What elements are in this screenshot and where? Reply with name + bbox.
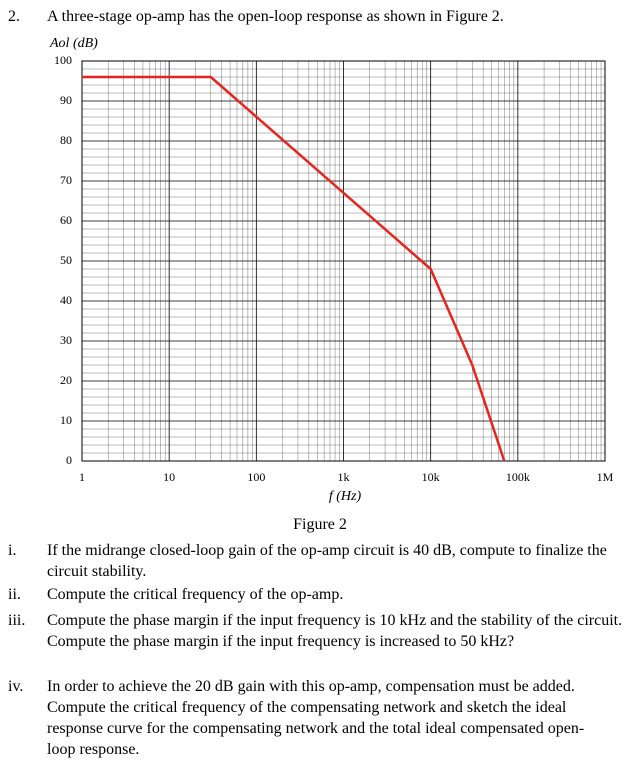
y-tick-label: 50 (60, 253, 72, 267)
item-label: iv. (8, 678, 24, 695)
x-axis-label: f (Hz) (329, 489, 362, 504)
y-tick-label: 20 (60, 373, 72, 387)
x-tick-label: 1k (338, 470, 350, 484)
x-tick-label: 100 (247, 470, 265, 484)
figure-caption: Figure 2 (293, 516, 347, 533)
y-tick-label: 80 (60, 133, 72, 147)
item-text: Compute the phase margin if the input fr… (47, 612, 623, 650)
y-tick-label: 100 (54, 53, 72, 67)
x-tick-label: 10k (422, 470, 440, 484)
x-tick-label: 1 (79, 470, 85, 484)
y-tick-label: 60 (60, 213, 72, 227)
y-tick-label: 30 (60, 333, 72, 347)
x-tick-label: 1M (597, 470, 614, 484)
item-text: Compute the critical frequency of the op… (47, 586, 344, 603)
y-tick-label: 90 (60, 93, 72, 107)
y-axis-label: Aol (dB) (49, 36, 98, 51)
x-tick-label: 100k (506, 470, 530, 484)
response-line (82, 75, 506, 462)
y-tick-label: 10 (60, 413, 72, 427)
item-label: iii. (8, 612, 26, 629)
x-tick-label: 10 (163, 470, 175, 484)
item-text: If the midrange closed-loop gain of the … (47, 542, 607, 580)
y-tick-label: 70 (60, 173, 72, 187)
plot-frame (81, 60, 606, 462)
question-text: A three-stage op-amp has the open-loop r… (47, 8, 504, 25)
y-tick-label: 0 (66, 453, 72, 467)
item-text: In order to achieve the 20 dB gain with … (47, 678, 585, 758)
item-label: ii. (8, 586, 21, 603)
y-tick-label: 40 (60, 293, 72, 307)
question-number: 2. (8, 8, 20, 25)
item-label: i. (8, 542, 17, 559)
